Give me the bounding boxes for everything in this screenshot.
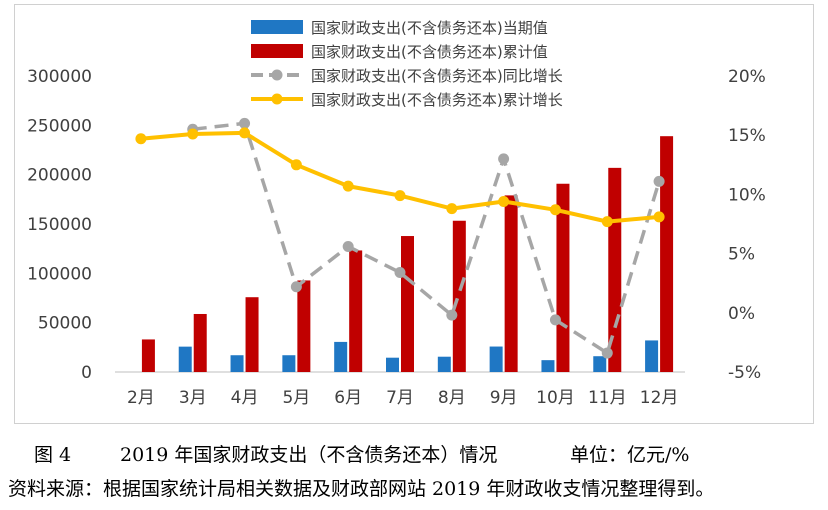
y-right-tick-label: 5% [728,245,755,265]
y-left-tick-label: 200000 [27,166,92,186]
y-right-tick-label: 15% [728,126,766,146]
point-yoy-growth [446,309,458,321]
x-tick-label: 11月 [588,388,627,408]
legend-swatch-marker [271,93,283,105]
bar-current-value [334,341,348,372]
point-yoy-growth [653,175,665,187]
figure-title: 2019 年国家财政支出（不含债务还本）情况 [120,444,498,466]
point-cumulative-growth [601,216,613,228]
y-left-tick-label: 250000 [27,116,92,136]
point-cumulative-growth [446,203,458,215]
x-tick-label: 10月 [536,388,575,408]
point-cumulative-growth [187,128,199,140]
point-cumulative-growth [342,180,354,192]
point-cumulative-growth [549,204,561,216]
chart-frame: 0 50000 100000 150000 200000 250000 300000 -5% 0… [14,4,814,424]
x-tick-label: 4月 [231,388,259,408]
point-yoy-growth [342,240,354,252]
y-left-tick-label: 300000 [27,67,92,87]
legend-label: 国家财政支出(不含债务还本)累计增长 [311,91,563,109]
point-yoy-growth [601,347,613,359]
x-tick-label: 3月 [179,388,207,408]
point-cumulative-growth [394,190,406,202]
bar-current-value [593,356,607,372]
x-tick-label: 12月 [640,388,679,408]
point-cumulative-growth [290,159,302,171]
x-tick-label: 9月 [490,388,518,408]
y-left-tick-label: 150000 [27,215,92,235]
x-tick-label: 8月 [438,388,466,408]
bar-cumulative-value [660,136,674,372]
y-left-tick-label: 0 [81,363,92,383]
y-right-tick-label: 0% [728,304,755,324]
bar-current-value [645,340,659,372]
x-tick-label: 6月 [334,388,362,408]
point-yoy-growth [290,281,302,293]
legend-swatch-bar [251,44,303,58]
bar-current-value [230,355,244,372]
bar-cumulative-value [401,236,414,372]
x-tick-label: 5月 [282,388,310,408]
legend-swatch-bar [251,20,303,34]
point-yoy-growth [394,267,406,279]
figure-unit: 单位：亿元/% [570,444,690,466]
bar-cumulative-value [349,250,363,372]
source-note: 资料来源：根据国家统计局相关数据及财政部网站 2019 年财政收支情况整理得到。 [8,478,715,500]
bar-cumulative-value [504,195,518,372]
legend-label: 国家财政支出(不含债务还本)累计值 [311,43,548,61]
point-cumulative-growth [239,127,251,139]
bar-current-value [282,355,296,372]
point-yoy-growth [549,314,561,326]
point-yoy-growth [239,117,251,129]
x-tick-label: 2月 [127,388,155,408]
bar-current-value [541,360,555,372]
legend-label: 国家财政支出(不含债务还本)同比增长 [311,67,563,85]
bar-current-value [489,346,503,372]
bar-current-value [386,357,399,372]
legend-swatch-marker [271,69,283,81]
point-cumulative-growth [135,133,147,145]
combo-chart: 0 50000 100000 150000 200000 250000 300000 -5% 0… [27,19,766,408]
line-cumulative-growth [140,130,660,224]
y-left-tick-label: 100000 [27,264,92,284]
bar-current-value [178,346,192,372]
y-left-tick-label: 50000 [38,314,92,334]
bar-cumulative-value [452,220,466,372]
bar-cumulative-value [141,339,155,372]
point-cumulative-growth [653,211,665,223]
y-right-tick-label: 20% [728,67,766,87]
figure-number: 图 4 [34,444,72,466]
bar-cumulative-value [245,297,259,372]
legend-label: 国家财政支出(不含债务还本)当期值 [311,19,548,37]
bar-current-value [437,356,451,372]
line-yoy-growth [192,121,661,355]
y-right-tick-label: 10% [728,185,766,205]
point-yoy-growth [498,153,510,165]
bar-cumulative-value [297,280,311,372]
y-right-tick-label: -5% [728,363,761,383]
point-cumulative-growth [498,196,510,208]
bar-cumulative-value [193,313,207,372]
x-tick-label: 7月 [386,388,414,408]
